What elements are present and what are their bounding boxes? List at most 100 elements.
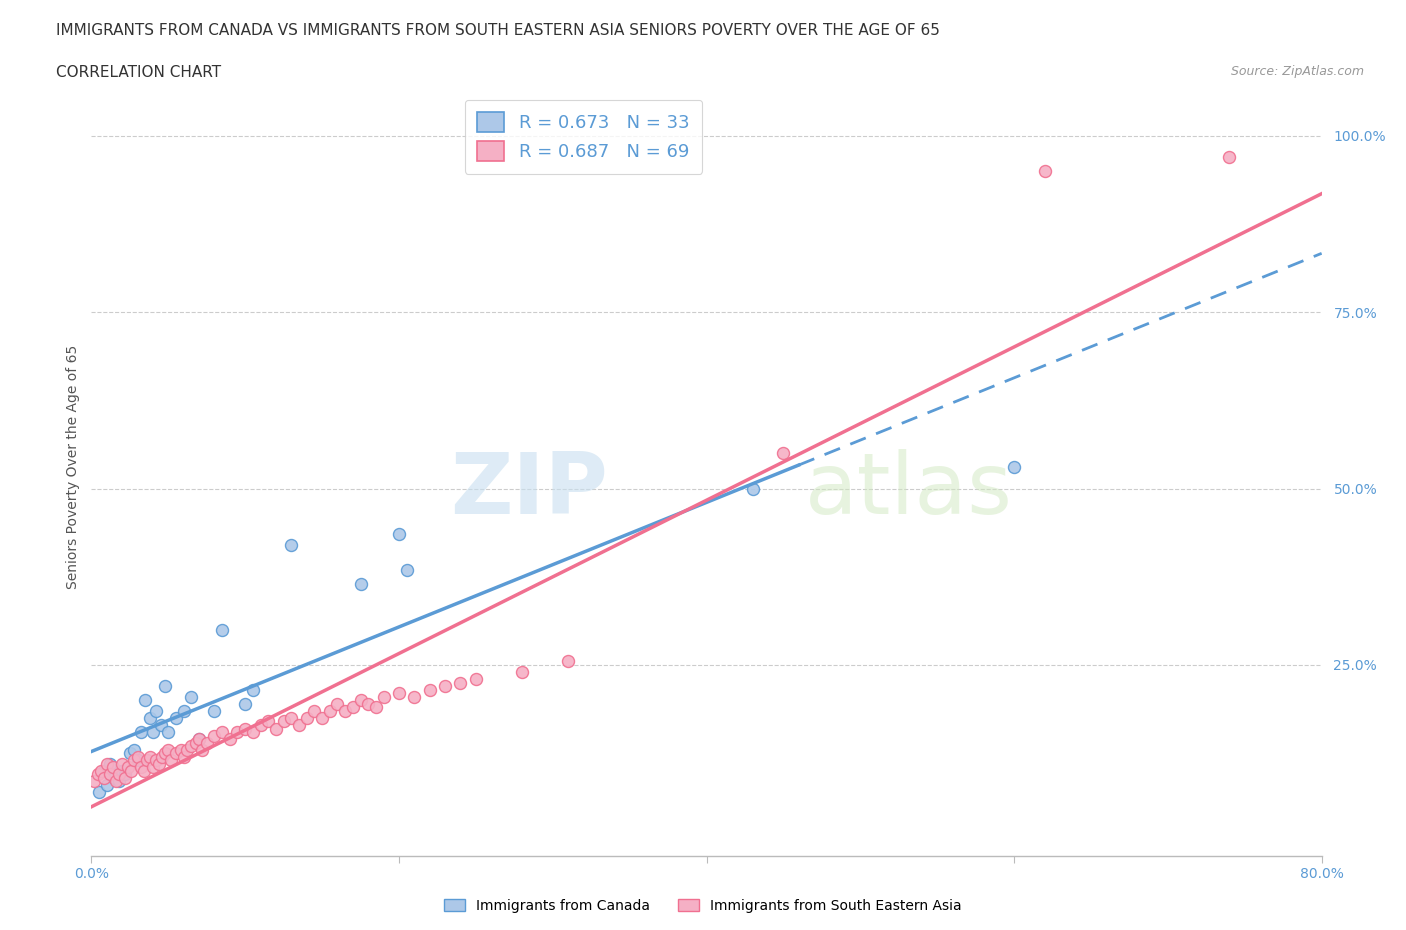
Point xyxy=(86,767,108,782)
Point xyxy=(127,753,149,768)
Point xyxy=(188,732,211,747)
Point xyxy=(111,756,134,771)
Point xyxy=(226,724,249,739)
Point xyxy=(165,746,187,761)
Point xyxy=(434,679,457,694)
Point xyxy=(165,711,187,725)
Point xyxy=(180,689,202,704)
Point xyxy=(139,711,162,725)
Point xyxy=(242,683,264,698)
Point xyxy=(176,742,198,757)
Point xyxy=(218,732,240,747)
Point xyxy=(373,689,395,704)
Point xyxy=(132,764,155,778)
Point xyxy=(93,764,115,778)
Point xyxy=(129,760,152,775)
Point xyxy=(157,724,180,739)
Point xyxy=(233,697,256,711)
Point xyxy=(233,721,256,736)
Point xyxy=(124,742,146,757)
Point xyxy=(114,767,136,782)
Point xyxy=(419,683,441,698)
Point xyxy=(311,711,333,725)
Point xyxy=(357,697,380,711)
Point xyxy=(139,750,162,764)
Point xyxy=(145,753,167,768)
Point xyxy=(173,750,195,764)
Point xyxy=(242,724,264,739)
Point xyxy=(173,703,195,718)
Point xyxy=(114,770,136,785)
Point xyxy=(87,785,110,800)
Point xyxy=(83,774,105,789)
Point xyxy=(304,703,326,718)
Point xyxy=(96,777,118,792)
Point xyxy=(211,724,233,739)
Text: Source: ZipAtlas.com: Source: ZipAtlas.com xyxy=(1230,65,1364,78)
Text: IMMIGRANTS FROM CANADA VS IMMIGRANTS FROM SOUTH EASTERN ASIA SENIORS POVERTY OVE: IMMIGRANTS FROM CANADA VS IMMIGRANTS FRO… xyxy=(56,23,941,38)
Point xyxy=(108,767,131,782)
Text: ZIP: ZIP xyxy=(450,449,607,532)
Point xyxy=(153,679,177,694)
Point xyxy=(364,700,387,715)
Point xyxy=(264,721,287,736)
Point xyxy=(249,718,271,733)
Point xyxy=(288,718,311,733)
Point xyxy=(134,693,156,708)
Point xyxy=(129,724,152,739)
Point xyxy=(772,445,794,460)
Point xyxy=(333,703,356,718)
Point xyxy=(280,711,302,725)
Point xyxy=(93,770,115,785)
Point xyxy=(280,538,302,552)
Point xyxy=(135,753,157,768)
Point xyxy=(142,724,165,739)
Point xyxy=(257,714,280,729)
Point xyxy=(273,714,295,729)
Point xyxy=(150,750,173,764)
Point xyxy=(98,756,121,771)
Point xyxy=(349,693,371,708)
Text: CORRELATION CHART: CORRELATION CHART xyxy=(56,65,221,80)
Point xyxy=(103,770,125,785)
Text: atlas: atlas xyxy=(804,449,1012,532)
Point xyxy=(96,756,118,771)
Point xyxy=(741,481,763,496)
Point xyxy=(98,767,121,782)
Point xyxy=(319,703,342,718)
Point xyxy=(191,742,214,757)
Point xyxy=(127,750,149,764)
Point xyxy=(342,700,364,715)
Point xyxy=(111,764,134,778)
Point xyxy=(145,703,167,718)
Point xyxy=(153,746,177,761)
Point xyxy=(184,736,207,751)
Point xyxy=(188,732,211,747)
Point xyxy=(295,711,318,725)
Point xyxy=(1218,150,1240,165)
Point xyxy=(195,736,218,751)
Point xyxy=(1033,164,1056,179)
Point xyxy=(149,718,172,733)
Point xyxy=(202,728,225,743)
Point xyxy=(105,774,127,789)
Point xyxy=(557,654,579,669)
Point xyxy=(202,703,225,718)
Point xyxy=(464,671,486,686)
Point xyxy=(160,753,183,768)
Point xyxy=(211,622,233,637)
Point xyxy=(388,685,411,700)
Point xyxy=(510,665,533,680)
Y-axis label: Seniors Poverty Over the Age of 65: Seniors Poverty Over the Age of 65 xyxy=(66,345,80,590)
Point xyxy=(108,774,131,789)
Legend: R = 0.673   N = 33, R = 0.687   N = 69: R = 0.673 N = 33, R = 0.687 N = 69 xyxy=(465,100,702,174)
Point xyxy=(404,689,426,704)
Point xyxy=(1002,460,1025,475)
Point xyxy=(180,738,202,753)
Point xyxy=(101,760,124,775)
Point xyxy=(117,760,139,775)
Point xyxy=(388,527,411,542)
Legend: Immigrants from Canada, Immigrants from South Eastern Asia: Immigrants from Canada, Immigrants from … xyxy=(439,894,967,919)
Point xyxy=(90,764,112,778)
Point xyxy=(169,742,191,757)
